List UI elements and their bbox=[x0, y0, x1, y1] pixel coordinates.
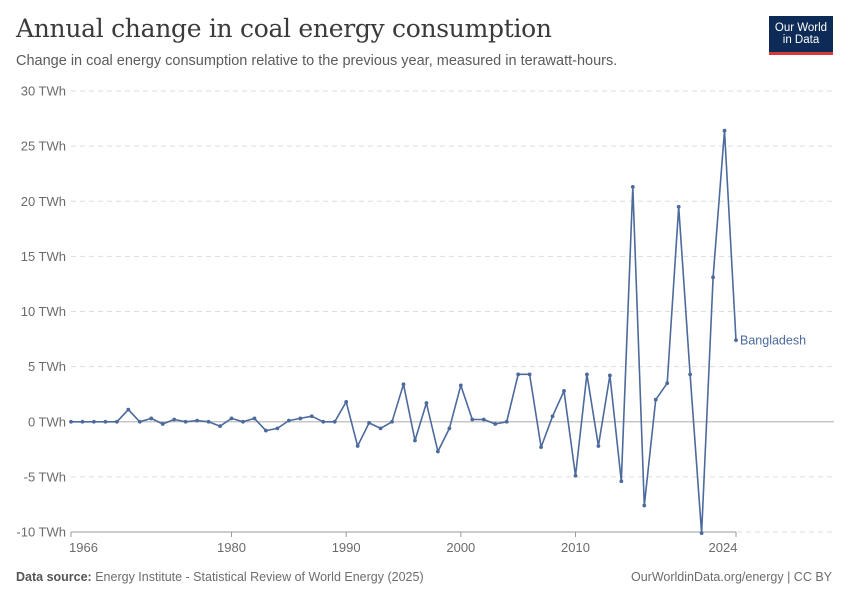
x-tick-label: 2024 bbox=[709, 540, 738, 555]
data-point[interactable] bbox=[527, 372, 532, 377]
data-point[interactable] bbox=[688, 372, 693, 377]
chart-title: Annual change in coal energy consumption bbox=[16, 14, 552, 43]
y-tick-label: -10 TWh bbox=[16, 525, 66, 540]
data-point[interactable] bbox=[722, 128, 727, 133]
data-point[interactable] bbox=[114, 419, 119, 424]
data-point[interactable] bbox=[642, 503, 647, 508]
x-tick-label: 1966 bbox=[69, 540, 98, 555]
y-tick-label: 5 TWh bbox=[28, 359, 66, 374]
series-label[interactable]: Bangladesh bbox=[740, 334, 806, 348]
x-axis-tick-labels: 1966 1980 1990 2000 2010 2024 bbox=[69, 532, 737, 555]
data-point[interactable] bbox=[195, 418, 200, 423]
data-point[interactable] bbox=[401, 382, 406, 387]
data-point[interactable] bbox=[653, 397, 658, 402]
data-point[interactable] bbox=[69, 419, 73, 424]
data-point[interactable] bbox=[355, 444, 360, 448]
data-point[interactable] bbox=[390, 419, 394, 424]
data-point[interactable] bbox=[367, 420, 372, 425]
data-point[interactable] bbox=[332, 419, 337, 424]
y-tick-label: -5 TWh bbox=[24, 469, 66, 484]
x-tick-label: 1990 bbox=[332, 540, 361, 555]
data-point[interactable] bbox=[619, 479, 624, 484]
data-point[interactable] bbox=[424, 401, 429, 405]
data-point[interactable] bbox=[149, 416, 154, 421]
data-point[interactable] bbox=[676, 204, 681, 209]
data-point[interactable] bbox=[699, 531, 704, 536]
data-point[interactable] bbox=[80, 419, 85, 424]
data-point[interactable] bbox=[550, 414, 555, 419]
data-point[interactable] bbox=[447, 426, 452, 431]
data-point[interactable] bbox=[734, 338, 738, 343]
data-point[interactable] bbox=[344, 400, 349, 404]
series-bangladesh[interactable]: Bangladesh bbox=[69, 128, 806, 536]
data-point[interactable] bbox=[172, 417, 177, 422]
y-tick-label: 30 TWh bbox=[21, 84, 66, 99]
data-point[interactable] bbox=[321, 419, 326, 424]
data-point[interactable] bbox=[573, 473, 578, 478]
data-point[interactable] bbox=[585, 372, 589, 377]
data-point[interactable] bbox=[126, 407, 131, 412]
data-point[interactable] bbox=[229, 416, 234, 421]
data-point[interactable] bbox=[470, 417, 475, 422]
data-point[interactable] bbox=[160, 422, 165, 426]
data-point[interactable] bbox=[92, 419, 96, 424]
data-point[interactable] bbox=[241, 419, 245, 424]
data-source-text[interactable]: Energy Institute - Statistical Review of… bbox=[95, 570, 424, 584]
chart-subtitle: Change in coal energy consumption relati… bbox=[16, 53, 618, 69]
data-point[interactable] bbox=[103, 419, 108, 424]
y-tick-label: 10 TWh bbox=[21, 304, 66, 319]
grid-lines bbox=[71, 90, 834, 533]
y-tick-label: 25 TWh bbox=[21, 139, 66, 154]
data-point[interactable] bbox=[562, 388, 566, 393]
data-point[interactable] bbox=[286, 418, 291, 423]
x-tick-label: 1980 bbox=[217, 540, 246, 555]
data-source-label: Data source: bbox=[16, 570, 92, 584]
data-point[interactable] bbox=[481, 417, 486, 422]
data-point[interactable] bbox=[218, 424, 222, 429]
data-point[interactable] bbox=[516, 372, 521, 377]
data-point[interactable] bbox=[264, 428, 268, 433]
data-point[interactable] bbox=[630, 185, 635, 189]
data-point[interactable] bbox=[137, 419, 142, 424]
data-point[interactable] bbox=[206, 419, 211, 424]
data-point[interactable] bbox=[435, 449, 440, 454]
data-point[interactable] bbox=[711, 275, 715, 280]
series-line bbox=[71, 129, 737, 534]
data-point[interactable] bbox=[493, 422, 498, 426]
data-point[interactable] bbox=[413, 438, 417, 443]
x-tick-label: 2010 bbox=[561, 540, 590, 555]
y-tick-label: 15 TWh bbox=[21, 249, 66, 264]
x-tick-label: 2000 bbox=[446, 540, 475, 555]
data-point[interactable] bbox=[298, 416, 303, 421]
data-point[interactable] bbox=[378, 426, 383, 431]
y-tick-label: 20 TWh bbox=[21, 194, 66, 209]
y-tick-label: 0 TWh bbox=[28, 414, 66, 429]
data-point[interactable] bbox=[504, 419, 509, 424]
owid-logo[interactable]: Our World in Data bbox=[769, 16, 833, 55]
data-point[interactable] bbox=[252, 416, 257, 421]
logo-line-2: in Data bbox=[782, 34, 820, 46]
data-source: Data source: Energy Institute - Statisti… bbox=[16, 570, 424, 584]
data-point[interactable] bbox=[458, 383, 463, 388]
y-axis-tick-labels: -10 TWh -5 TWh 0 TWh 5 TWh 10 TWh 15 TWh 20 TW… bbox=[16, 84, 66, 540]
data-point[interactable] bbox=[183, 419, 188, 424]
data-point[interactable] bbox=[275, 426, 280, 431]
data-point[interactable] bbox=[607, 373, 612, 378]
logo-line-1: Our World bbox=[774, 22, 828, 34]
data-point[interactable] bbox=[665, 381, 670, 386]
data-point[interactable] bbox=[309, 414, 314, 419]
data-point[interactable] bbox=[539, 445, 543, 450]
data-point[interactable] bbox=[596, 444, 601, 448]
footer-license[interactable]: OurWorldinData.org/energy | CC BY bbox=[630, 570, 832, 584]
